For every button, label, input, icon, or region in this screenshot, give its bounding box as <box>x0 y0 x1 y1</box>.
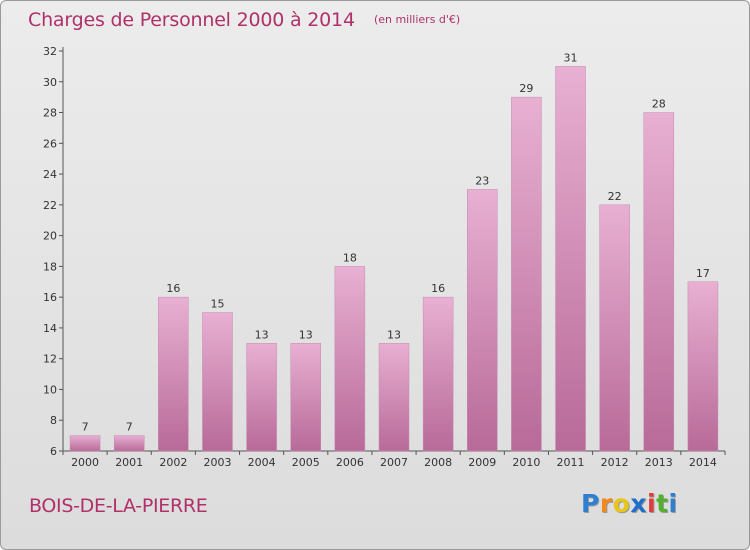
x-tick-label: 2012 <box>601 456 629 469</box>
x-tick-label: 2005 <box>292 456 320 469</box>
unit-note: (en milliers d'€) <box>373 13 461 26</box>
y-tick-label: 16 <box>43 291 57 304</box>
proxiti-logo: Proxiti <box>581 489 678 518</box>
bar-2004 <box>246 343 277 452</box>
logo-letter: P <box>581 489 600 518</box>
commune-name: BOIS-DE-LA-PIERRE <box>29 495 208 517</box>
x-tick-label: 2010 <box>512 456 540 469</box>
x-tick-label: 2011 <box>557 456 585 469</box>
x-tick-label: 2000 <box>71 456 99 469</box>
value-label: 28 <box>652 98 666 111</box>
y-tick-label: 14 <box>43 322 57 335</box>
bar-2002 <box>158 296 189 452</box>
x-tick-label: 2008 <box>424 456 452 469</box>
bar-2011 <box>555 66 586 452</box>
x-tick-label: 2003 <box>203 456 231 469</box>
value-label: 29 <box>519 82 533 95</box>
bar-2005 <box>290 343 321 452</box>
value-label: 16 <box>431 282 445 295</box>
bar-2001 <box>113 435 145 452</box>
bar-2010 <box>511 96 542 452</box>
x-tick-label: 2014 <box>689 456 717 469</box>
x-tick-label: 2009 <box>468 456 496 469</box>
bar-2008 <box>422 296 454 452</box>
value-label: 13 <box>255 328 269 341</box>
bar-2006 <box>334 266 366 452</box>
x-tick-label: 2013 <box>645 456 673 469</box>
logo-letter: r <box>599 489 613 518</box>
y-tick-label: 30 <box>43 76 57 89</box>
value-label: 13 <box>387 328 401 341</box>
value-label: 16 <box>166 282 180 295</box>
value-label: 17 <box>696 267 710 280</box>
x-tick-label: 2002 <box>159 456 187 469</box>
x-tick-label: 2001 <box>115 456 143 469</box>
value-label: 7 <box>82 421 89 434</box>
value-label: 31 <box>564 51 578 64</box>
y-tick-label: 22 <box>43 199 57 212</box>
chart-title: Charges de Personnel 2000 à 2014 <box>28 9 355 31</box>
y-tick-label: 20 <box>43 230 57 243</box>
x-tick-label: 2006 <box>336 456 364 469</box>
value-label: 7 <box>126 421 133 434</box>
bar-2009 <box>467 189 498 452</box>
bar-2012 <box>599 204 630 452</box>
value-label: 15 <box>210 298 224 311</box>
y-tick-label: 26 <box>43 137 57 150</box>
bars <box>69 66 719 452</box>
value-label: 22 <box>608 190 622 203</box>
x-tick-label: 2004 <box>248 456 276 469</box>
logo-letter: i <box>647 489 657 518</box>
y-tick-label: 12 <box>43 353 57 366</box>
y-tick-label: 32 <box>43 45 57 58</box>
value-label: 13 <box>299 328 313 341</box>
value-labels: 7 7 16 15 13 13 18 13 16 23 29 31 22 28 17 <box>82 51 710 433</box>
y-tick-label: 18 <box>43 260 57 273</box>
y-tick-label: 6 <box>50 445 57 458</box>
bar-2003 <box>202 312 233 452</box>
y-tick-label: 10 <box>43 383 57 396</box>
bar-2014 <box>687 281 719 452</box>
bar-2007 <box>378 343 410 452</box>
logo-letter: x <box>630 489 647 518</box>
bar-2000 <box>69 435 101 452</box>
bar-2013 <box>643 112 675 452</box>
x-tick-label: 2007 <box>380 456 408 469</box>
logo-letter: t <box>656 489 669 518</box>
y-tick-label: 28 <box>43 107 57 120</box>
y-tick-label: 24 <box>43 168 57 181</box>
logo-letter: o <box>612 489 631 518</box>
logo-letter: i <box>668 489 678 518</box>
title-row: Charges de Personnel 2000 à 2014 (en mil… <box>28 9 460 31</box>
y-tick-label: 8 <box>50 414 57 427</box>
value-label: 18 <box>343 251 357 264</box>
value-label: 23 <box>475 174 489 187</box>
